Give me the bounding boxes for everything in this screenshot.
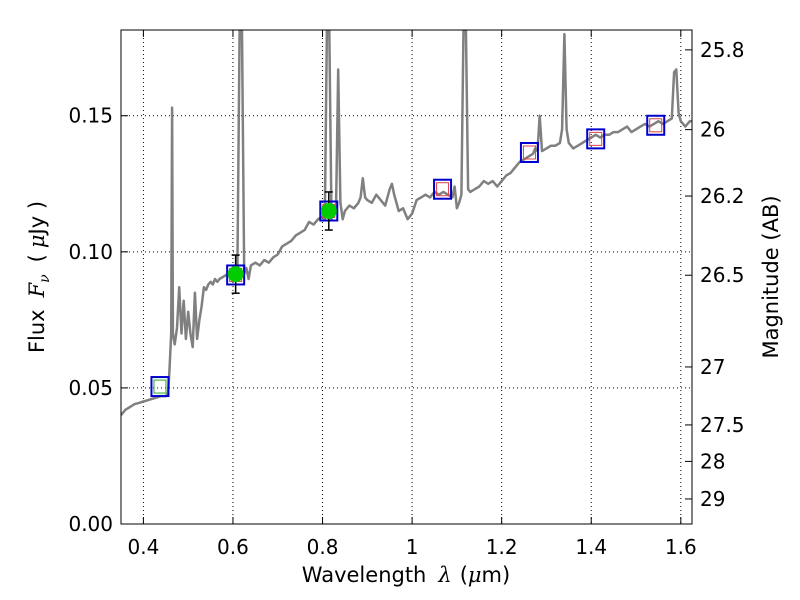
x-axis-label-unit-mu: μ bbox=[468, 563, 482, 587]
x-axis-label-prefix: Wavelength bbox=[302, 563, 427, 587]
model-spectrum-line bbox=[121, 30, 692, 416]
x-axis-ticks: 0.4 0.6 0.8 1 1.2 1.4 1.6 bbox=[127, 30, 697, 559]
observed-photometry-points bbox=[227, 191, 337, 294]
magnitude-axis-ticks: 25.8 26 26.2 26.5 27 27.5 28 29 bbox=[685, 38, 745, 511]
model-point-inner-box bbox=[589, 131, 603, 146]
model-point-inner-box bbox=[649, 118, 663, 133]
x-tick-label: 0.6 bbox=[217, 535, 249, 559]
y-axis-label-unit-rest: Jy ) bbox=[25, 201, 49, 237]
magnitude-tick-label: 29 bbox=[700, 487, 725, 511]
x-axis-label-unit-rest: m) bbox=[482, 563, 511, 587]
magnitude-tick-label: 26.2 bbox=[700, 184, 745, 208]
model-point-box bbox=[586, 128, 606, 150]
x-tick-label: 1 bbox=[406, 535, 419, 559]
magnitude-tick-label: 28 bbox=[700, 449, 725, 473]
y-tick-label: 0.10 bbox=[68, 240, 113, 264]
model-point-box bbox=[433, 178, 453, 200]
model-point-inner-box bbox=[153, 379, 167, 394]
x-axis-label: Wavelength λ (μm) bbox=[302, 563, 510, 587]
observed-point bbox=[320, 202, 337, 219]
model-point-box bbox=[150, 376, 170, 398]
magnitude-tick-label: 25.8 bbox=[700, 38, 745, 62]
model-point-box bbox=[646, 114, 666, 136]
y-tick-label: 0.05 bbox=[68, 376, 113, 400]
y-axis-label-symbol: F bbox=[25, 281, 49, 298]
plot-frame bbox=[120, 29, 693, 525]
magnitude-tick-label: 26.5 bbox=[700, 263, 745, 287]
magnitude-axis-label: Magnitude (AB) bbox=[759, 195, 783, 358]
y-axis-label: Flux Fν ( μJy ) bbox=[25, 201, 53, 353]
y-axis-label-unit-open: ( bbox=[25, 254, 49, 262]
x-tick-label: 1.4 bbox=[575, 535, 607, 559]
x-axis-label-symbol: λ bbox=[437, 563, 451, 587]
x-tick-label: 1.2 bbox=[486, 535, 518, 559]
y-axis-label-unit-mu: μ bbox=[25, 234, 49, 248]
magnitude-tick-label: 27.5 bbox=[700, 413, 745, 437]
x-axis-label-unit-open: ( bbox=[460, 563, 468, 587]
x-tick-label: 0.4 bbox=[127, 535, 159, 559]
model-point-box bbox=[519, 141, 539, 163]
x-tick-label: 0.8 bbox=[307, 535, 339, 559]
magnitude-tick-label: 26 bbox=[700, 118, 725, 142]
y-tick-label: 0.00 bbox=[68, 512, 113, 536]
y-axis-ticks: 0.00 0.05 0.10 0.15 bbox=[68, 104, 128, 536]
magnitude-tick-label: 27 bbox=[700, 355, 725, 379]
observed-point bbox=[227, 266, 244, 283]
x-tick-label: 1.6 bbox=[665, 535, 697, 559]
y-axis-label-subscript: ν bbox=[37, 274, 53, 283]
y-axis-label-prefix: Flux bbox=[25, 309, 49, 353]
model-point-inner-box bbox=[436, 182, 450, 197]
y-tick-label: 0.15 bbox=[68, 104, 113, 128]
model-point-inner-box bbox=[522, 145, 536, 160]
